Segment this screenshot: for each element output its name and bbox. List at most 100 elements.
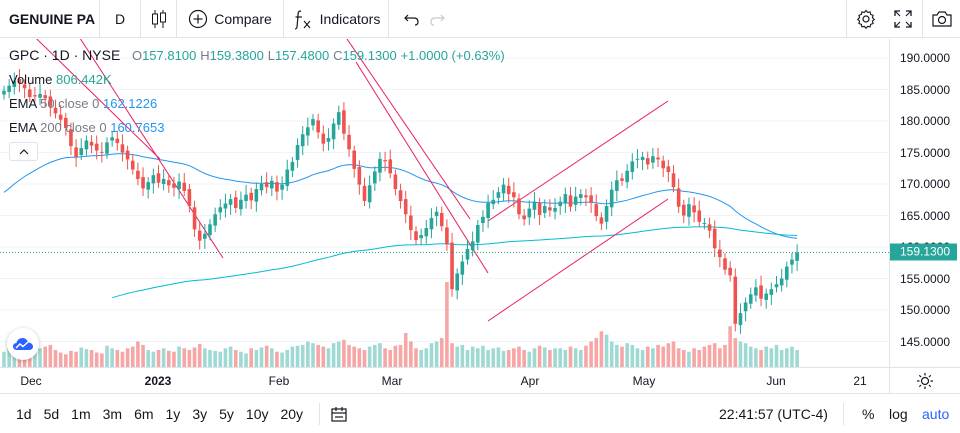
- clock-timezone[interactable]: 22:41:57 (UTC-4): [719, 406, 828, 422]
- range-button-5d[interactable]: 5d: [43, 405, 60, 422]
- percent-scale-button[interactable]: %: [862, 406, 875, 422]
- volume-bar: [290, 346, 295, 367]
- volume-bar: [764, 346, 768, 367]
- time-tick-label: Dec: [20, 374, 42, 388]
- price-tick-label: 165.0000: [900, 208, 951, 223]
- ema50-legend[interactable]: EMA 50 close 0 162.1226: [9, 96, 158, 111]
- candle-body: [239, 199, 243, 210]
- volume-bar: [594, 338, 599, 367]
- compare-button[interactable]: Compare: [177, 0, 284, 38]
- candle-body: [728, 267, 732, 276]
- time-tick-label: Mar: [381, 374, 403, 388]
- volume-bar: [563, 350, 568, 367]
- candle-body: [94, 143, 99, 151]
- chart-type-button[interactable]: [141, 0, 177, 38]
- volume-bar: [275, 351, 279, 367]
- candle-body: [388, 159, 393, 174]
- range-button-1y[interactable]: 1y: [165, 405, 181, 422]
- candle-body: [738, 313, 743, 326]
- candle-body: [69, 129, 73, 147]
- range-button-20y[interactable]: 20y: [280, 405, 304, 422]
- candle-body: [645, 158, 650, 165]
- candle-body: [512, 192, 516, 198]
- legend-close: 159.1300: [342, 48, 397, 63]
- volume-bar: [702, 346, 707, 367]
- volume-bar: [625, 343, 629, 367]
- axis-settings-button[interactable]: [889, 367, 960, 394]
- auto-scale-button[interactable]: auto: [922, 406, 950, 422]
- candle-body: [522, 215, 526, 220]
- volume-bar: [208, 350, 212, 367]
- range-button-3y[interactable]: 3y: [192, 405, 208, 422]
- candle-body: [264, 182, 269, 188]
- tradingview-logo[interactable]: [7, 328, 39, 360]
- range-button-1m[interactable]: 1m: [71, 405, 91, 422]
- volume-bar: [491, 348, 496, 367]
- volume-bar: [630, 344, 635, 367]
- compare-label: Compare: [214, 10, 272, 27]
- range-button-6m[interactable]: 6m: [134, 405, 154, 422]
- volume-bar: [89, 350, 94, 367]
- volume-bar: [522, 350, 526, 367]
- candle-body: [105, 142, 109, 154]
- screenshot-button[interactable]: [922, 0, 960, 38]
- log-scale-button[interactable]: log: [889, 406, 908, 422]
- candle-body: [280, 184, 284, 190]
- candle-body: [223, 203, 228, 209]
- candle-body: [233, 197, 238, 208]
- range-button-5y[interactable]: 5y: [219, 405, 234, 422]
- candle-body: [53, 107, 58, 114]
- candle-body: [532, 201, 537, 210]
- volume-bar: [352, 346, 356, 367]
- settings-button[interactable]: [846, 0, 884, 38]
- volume-bar: [651, 348, 655, 367]
- price-tick-label: 185.0000: [900, 82, 951, 97]
- ema200-legend[interactable]: EMA 200 close 0 160.7653: [9, 120, 165, 135]
- symbol-search[interactable]: GENUINE PA: [0, 0, 100, 38]
- volume-bar: [100, 353, 104, 367]
- date-range-icon[interactable]: [330, 405, 348, 423]
- candle-body: [120, 144, 125, 153]
- volume-legend[interactable]: Volume 806.442K: [9, 72, 112, 87]
- candle-body: [661, 160, 665, 169]
- interval-button[interactable]: D: [100, 0, 141, 38]
- candle-body: [110, 137, 114, 141]
- candle-body: [568, 195, 573, 207]
- volume-bar: [130, 346, 135, 367]
- volume-bar: [640, 350, 645, 367]
- fullscreen-button[interactable]: [884, 0, 922, 38]
- candle-body: [656, 157, 660, 160]
- volume-bar: [573, 348, 578, 367]
- candle-body: [115, 138, 120, 144]
- indicators-button[interactable]: Indicators: [284, 0, 389, 38]
- ema50-line: [3, 153, 798, 239]
- range-button-3m[interactable]: 3m: [102, 405, 123, 422]
- price-axis[interactable]: 190.0000 185.0000 180.0000 175.0000 170.0000…: [889, 39, 960, 367]
- candle-body: [326, 138, 331, 142]
- time-tick-label: May: [632, 374, 656, 388]
- volume-bar: [738, 341, 743, 367]
- range-buttons: 1d 5d 1m 3m 6m 1y 3y 5y 10y 20y: [0, 406, 309, 422]
- volume-bar: [79, 347, 84, 367]
- candle-body: [136, 170, 140, 179]
- undo-icon[interactable]: [403, 12, 420, 26]
- volume-bar: [161, 348, 166, 367]
- volume-bar: [501, 350, 506, 367]
- volume-bar: [754, 348, 758, 367]
- volume-bar: [48, 344, 53, 367]
- price-chart[interactable]: [0, 39, 889, 367]
- ema200-line: [112, 226, 798, 299]
- candle-body: [156, 173, 161, 183]
- time-axis[interactable]: Dec 2023 Feb Mar Apr May Jun 21: [0, 367, 960, 394]
- candle-body: [754, 287, 758, 296]
- range-button-10y[interactable]: 10y: [245, 405, 269, 422]
- redo-icon[interactable]: [429, 12, 445, 26]
- volume-bar: [486, 350, 490, 367]
- collapse-legend-button[interactable]: [9, 142, 38, 161]
- candle-body: [630, 161, 635, 173]
- range-button-1d[interactable]: 1d: [16, 405, 32, 422]
- volume-bar: [357, 348, 362, 367]
- candle-body: [74, 147, 78, 157]
- candle-body: [398, 190, 403, 202]
